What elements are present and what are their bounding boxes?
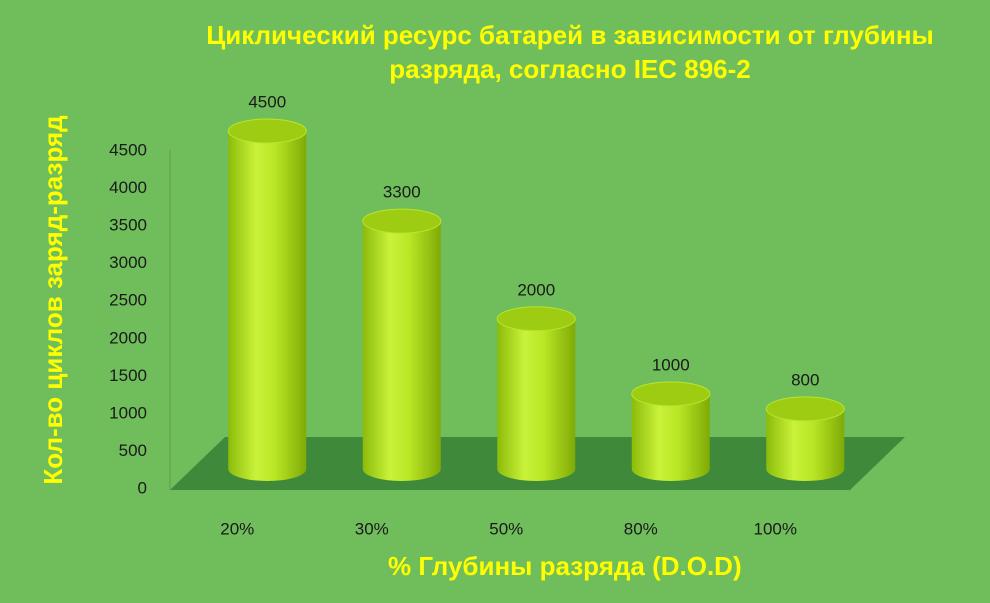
y-tick-label: 3500 [109, 216, 147, 235]
y-tick-label: 4500 [109, 140, 147, 159]
y-tick-label: 2000 [109, 328, 147, 347]
y-tick-label: 2500 [109, 291, 147, 310]
chart-title: Циклический ресурс батарей в зависимости… [206, 20, 934, 84]
x-tick-label: 100% [754, 519, 797, 538]
bar [766, 408, 845, 482]
bar-top [631, 381, 711, 407]
x-tick-label: 80% [624, 519, 658, 538]
bar-top [227, 118, 307, 144]
value-label: 2000 [517, 280, 555, 299]
bar-top [362, 208, 442, 234]
y-tick-label: 1500 [109, 366, 147, 385]
x-tick-label: 30% [355, 519, 389, 538]
y-tick-label: 0 [138, 478, 147, 497]
y-tick-label: 4000 [109, 178, 147, 197]
y-tick-label: 1000 [109, 403, 147, 422]
bar [631, 393, 710, 482]
y-tick-label: 3000 [109, 253, 147, 272]
bar [362, 221, 441, 482]
y-axis-title: Кол-во циклов заряд-разряд [38, 115, 68, 485]
value-label: 1000 [652, 355, 690, 374]
y-tick-label: 500 [119, 441, 147, 460]
value-label: 4500 [248, 92, 286, 111]
value-label: 800 [791, 370, 819, 389]
bar [497, 318, 576, 482]
x-axis-title: % Глубины разряда (D.O.D) [388, 551, 742, 581]
x-tick-label: 20% [220, 519, 254, 538]
bar-top [765, 396, 845, 422]
bar [228, 131, 307, 482]
value-label: 3300 [383, 183, 421, 202]
x-tick-label: 50% [489, 519, 523, 538]
bar-top [496, 306, 576, 332]
